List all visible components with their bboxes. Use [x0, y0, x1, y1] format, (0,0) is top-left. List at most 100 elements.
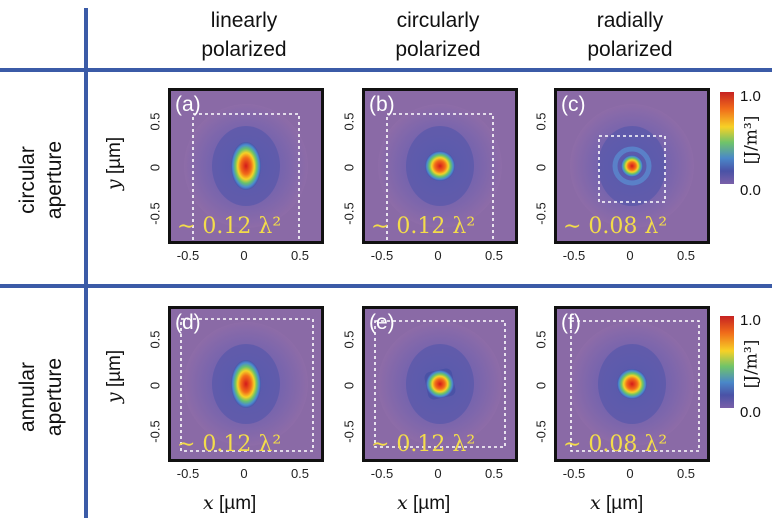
colorbar-top-unit: [J/m³] — [741, 115, 762, 165]
intensity-map-panel: (f) ∼ 0.08 λ² — [554, 306, 710, 462]
x-tick-label: 0.5 — [484, 466, 504, 481]
x-tick-label: 0 — [434, 248, 442, 263]
x-tick-label: -0.5 — [562, 466, 586, 481]
y-tick-label: 0.5 — [341, 330, 357, 349]
x-tick-label: -0.5 — [562, 248, 586, 263]
panel-label: (a) — [175, 93, 201, 116]
y-axis-unit: [µm] — [104, 136, 126, 175]
x-tick-label: 0 — [434, 466, 442, 481]
y-tick-label: -0.5 — [533, 420, 549, 443]
y-tick-label: -0.5 — [147, 202, 163, 225]
vertical-divider — [84, 8, 88, 518]
intensity-map-panel: (c) ∼ 0.08 λ² — [554, 88, 710, 244]
colorbar-bottom-unit: [J/m³] — [741, 339, 762, 389]
intensity-map — [365, 91, 515, 241]
y-tick-label: 0 — [341, 381, 357, 390]
spot-area-annotation: ∼ 0.12 λ² — [371, 214, 476, 239]
panel-label: (c) — [561, 93, 586, 116]
intensity-map — [557, 309, 707, 459]
row-header-circular-aperture: circular aperture — [14, 105, 68, 255]
intensity-map-panel: (b) ∼ 0.12 λ² — [362, 88, 518, 244]
intensity-map — [171, 309, 321, 459]
column-header-line: polarized — [395, 38, 481, 61]
x-tick-label: 0.5 — [676, 466, 696, 481]
spot-area-annotation: ∼ 0.08 λ² — [563, 214, 668, 239]
row-header-line: aperture — [43, 140, 66, 220]
x-tick-label: 0 — [240, 466, 248, 481]
spot-area-annotation: ∼ 0.12 λ² — [177, 214, 282, 239]
x-tick-label: -0.5 — [370, 466, 394, 481]
row-header-line: aperture — [43, 357, 66, 437]
y-tick-label: 0.5 — [147, 112, 163, 131]
y-tick-label: -0.5 — [533, 202, 549, 225]
row-header-line: annular — [16, 361, 39, 433]
intensity-map-panel: (d) ∼ 0.12 λ² — [168, 306, 324, 462]
x-axis-label-3: x [µm] — [590, 492, 643, 515]
x-tick-label: 0.5 — [290, 466, 310, 481]
intensity-map-panel: (a) ∼ 0.12 λ² — [168, 88, 324, 244]
intensity-map — [171, 91, 321, 241]
x-tick-label: -0.5 — [176, 248, 200, 263]
y-axis-variable: y — [103, 179, 126, 191]
colorbar-top-min: 0.0 — [740, 182, 761, 199]
panel-label: (e) — [369, 311, 395, 334]
intensity-map-panel: (e) ∼ 0.12 λ² — [362, 306, 518, 462]
horizontal-divider-middle — [0, 284, 772, 288]
y-tick-label: 0.5 — [341, 112, 357, 131]
x-tick-label: -0.5 — [370, 248, 394, 263]
intensity-map — [557, 91, 707, 241]
y-tick-label: 0 — [533, 381, 549, 390]
y-tick-label: 0.5 — [147, 330, 163, 349]
panel-label: (d) — [175, 311, 201, 334]
x-tick-label: 0 — [626, 466, 634, 481]
colorbar-top — [720, 92, 734, 184]
colorbar-bottom-min: 0.0 — [740, 404, 761, 421]
y-tick-label: 0 — [147, 163, 163, 172]
colorbar-bottom-max: 1.0 — [740, 312, 761, 329]
x-axis-label-1: x [µm] — [203, 492, 256, 515]
colorbar-bottom — [720, 316, 734, 408]
y-tick-label: 0 — [533, 163, 549, 172]
y-axis-unit: [µm] — [104, 349, 126, 388]
x-tick-label: 0 — [626, 248, 634, 263]
y-tick-label: -0.5 — [147, 420, 163, 443]
horizontal-divider-top — [0, 68, 772, 72]
column-header-line: polarized — [201, 38, 287, 61]
panel-label: (f) — [561, 311, 581, 334]
column-header-circular: circularly polarized — [353, 6, 523, 64]
y-tick-label: 0.5 — [533, 330, 549, 349]
colorbar-top-max: 1.0 — [740, 88, 761, 105]
row-header-line: circular — [16, 146, 39, 214]
y-tick-label: 0 — [341, 163, 357, 172]
spot-area-annotation: ∼ 0.12 λ² — [177, 432, 282, 457]
x-axis-variable: x — [590, 492, 601, 514]
x-tick-label: 0 — [240, 248, 248, 263]
x-axis-unit: [µm] — [219, 493, 257, 514]
column-header-line: polarized — [587, 38, 673, 61]
column-header-line: radially — [596, 9, 664, 32]
spot-area-annotation: ∼ 0.08 λ² — [563, 432, 668, 457]
y-tick-label: -0.5 — [341, 420, 357, 443]
column-header-radial: radially polarized — [545, 6, 715, 64]
intensity-map — [365, 309, 515, 459]
x-axis-label-2: x [µm] — [397, 492, 450, 515]
panel-label: (b) — [369, 93, 395, 116]
y-axis-label-top: y [µm] — [103, 137, 126, 190]
x-tick-label: 0.5 — [676, 248, 696, 263]
x-axis-unit: [µm] — [606, 493, 644, 514]
x-tick-label: 0.5 — [290, 248, 310, 263]
column-header-linear: linearly polarized — [159, 6, 329, 64]
y-tick-label: 0.5 — [533, 112, 549, 131]
x-axis-variable: x — [397, 492, 408, 514]
spot-area-annotation: ∼ 0.12 λ² — [371, 432, 476, 457]
x-axis-unit: [µm] — [413, 493, 451, 514]
y-axis-variable: y — [103, 392, 126, 404]
row-header-annular-aperture: annular aperture — [14, 322, 68, 472]
column-header-line: circularly — [396, 9, 480, 32]
y-tick-label: 0 — [147, 381, 163, 390]
y-tick-label: -0.5 — [341, 202, 357, 225]
x-tick-label: 0.5 — [484, 248, 504, 263]
x-tick-label: -0.5 — [176, 466, 200, 481]
x-axis-variable: x — [203, 492, 214, 514]
column-header-line: linearly — [210, 9, 278, 32]
